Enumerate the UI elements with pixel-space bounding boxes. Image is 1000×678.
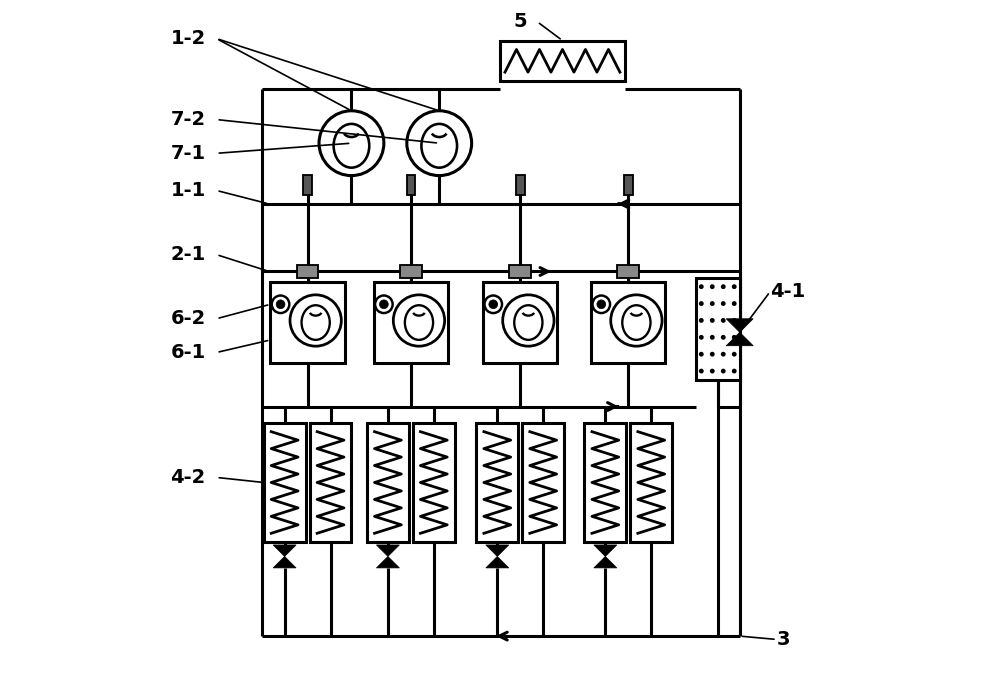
Circle shape	[699, 301, 704, 306]
Bar	[297, 265, 318, 277]
Circle shape	[732, 352, 737, 357]
Bar	[483, 281, 557, 363]
Bar	[400, 265, 422, 277]
Circle shape	[710, 352, 715, 357]
Circle shape	[699, 318, 704, 323]
Circle shape	[272, 296, 289, 313]
Bar	[516, 175, 525, 195]
Circle shape	[375, 296, 393, 313]
Polygon shape	[594, 545, 617, 557]
Text: 5: 5	[514, 12, 527, 31]
Text: 6-2: 6-2	[170, 309, 206, 328]
Polygon shape	[726, 332, 753, 346]
Bar	[591, 281, 665, 363]
Text: 1-1: 1-1	[170, 181, 206, 200]
Circle shape	[732, 335, 737, 340]
Circle shape	[489, 300, 498, 308]
Bar	[407, 175, 415, 195]
Polygon shape	[376, 557, 399, 568]
Circle shape	[721, 284, 726, 289]
Bar	[270, 281, 345, 363]
Bar	[310, 423, 351, 542]
Polygon shape	[726, 319, 753, 332]
Text: 2-1: 2-1	[170, 245, 206, 264]
Circle shape	[597, 300, 606, 308]
Circle shape	[721, 318, 726, 323]
Bar	[413, 423, 455, 542]
Polygon shape	[273, 545, 296, 557]
Bar	[367, 423, 409, 542]
Circle shape	[721, 301, 726, 306]
Circle shape	[379, 300, 388, 308]
Text: 7-1: 7-1	[170, 144, 206, 163]
Bar	[303, 175, 312, 195]
Circle shape	[721, 369, 726, 374]
Polygon shape	[594, 557, 617, 568]
Bar	[696, 278, 740, 380]
Text: 7-2: 7-2	[170, 110, 206, 129]
Circle shape	[710, 284, 715, 289]
Polygon shape	[486, 557, 509, 568]
Circle shape	[276, 300, 285, 308]
Bar	[264, 423, 306, 542]
Text: 4-1: 4-1	[770, 282, 805, 301]
Circle shape	[732, 318, 737, 323]
Polygon shape	[273, 557, 296, 568]
Bar	[522, 423, 564, 542]
Bar	[476, 423, 518, 542]
Text: 6-1: 6-1	[170, 343, 206, 362]
Circle shape	[593, 296, 610, 313]
Circle shape	[732, 301, 737, 306]
Bar	[584, 423, 626, 542]
Polygon shape	[486, 545, 509, 557]
Circle shape	[699, 369, 704, 374]
Circle shape	[732, 369, 737, 374]
Bar	[624, 175, 633, 195]
Circle shape	[710, 301, 715, 306]
Circle shape	[699, 352, 704, 357]
Text: 4-2: 4-2	[170, 468, 206, 487]
Circle shape	[710, 335, 715, 340]
Circle shape	[732, 284, 737, 289]
Circle shape	[484, 296, 502, 313]
Circle shape	[710, 369, 715, 374]
Circle shape	[699, 284, 704, 289]
Text: 3: 3	[777, 630, 790, 649]
Bar	[500, 41, 625, 81]
Text: 1-2: 1-2	[170, 29, 206, 48]
Bar	[374, 281, 448, 363]
Polygon shape	[376, 545, 399, 557]
Bar	[617, 265, 639, 277]
Bar	[509, 265, 531, 277]
Circle shape	[710, 318, 715, 323]
Circle shape	[721, 352, 726, 357]
Circle shape	[721, 335, 726, 340]
Bar	[630, 423, 672, 542]
Circle shape	[699, 335, 704, 340]
